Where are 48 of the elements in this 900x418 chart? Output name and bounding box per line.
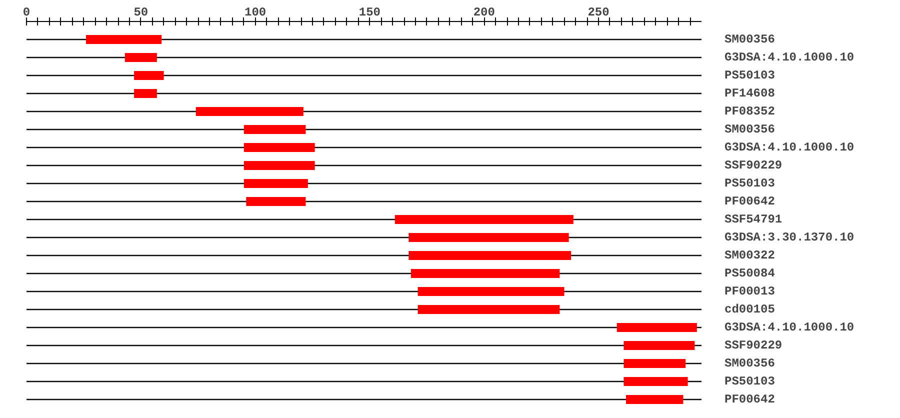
y-tick-label: SSF90229 <box>724 158 782 172</box>
x-tick-label: 200 <box>473 6 495 20</box>
y-tick-label: G3DSA:4.10.1000.10 <box>724 50 854 64</box>
x-tick-label: 50 <box>134 6 148 20</box>
y-tick-label: SSF90229 <box>724 338 782 352</box>
bar <box>246 197 306 206</box>
bar <box>196 107 304 116</box>
y-tick-label: PF14608 <box>724 86 775 100</box>
bar <box>244 125 306 134</box>
bar <box>244 161 315 170</box>
y-tick-label: cd00105 <box>724 302 775 316</box>
y-tick-label: PS50103 <box>724 176 775 190</box>
y-tick-label: PF00642 <box>724 392 775 406</box>
y-tick-label: G3DSA:4.10.1000.10 <box>724 320 854 334</box>
x-tick-label: 250 <box>588 6 610 20</box>
bar <box>86 35 162 44</box>
bar <box>616 323 697 332</box>
y-tick-label: PS50103 <box>724 68 775 82</box>
x-tick-label: 0 <box>22 6 30 20</box>
bar <box>624 341 695 350</box>
y-tick-label: G3DSA:4.10.1000.10 <box>724 140 854 154</box>
y-tick-label: SM00356 <box>724 122 775 136</box>
x-tick-label: 100 <box>244 6 266 20</box>
bar <box>244 179 308 188</box>
y-tick-label: PS50084 <box>724 266 775 280</box>
bar <box>134 89 157 98</box>
bar <box>408 233 569 242</box>
bar <box>418 305 560 314</box>
y-tick-label: G3DSA:3.30.1370.10 <box>724 230 854 244</box>
bar <box>624 377 688 386</box>
y-tick-label: PF00013 <box>724 284 775 298</box>
y-tick-label: SM00356 <box>724 356 775 370</box>
bar <box>134 71 164 80</box>
bar <box>244 143 315 152</box>
bar <box>418 287 564 296</box>
bar <box>626 395 684 404</box>
bar <box>410 269 560 278</box>
bar <box>624 359 686 368</box>
y-tick-label: SM00322 <box>724 248 775 262</box>
y-tick-label: PF00642 <box>724 194 775 208</box>
x-tick-label: 150 <box>358 6 381 20</box>
bar <box>394 215 574 224</box>
bar <box>408 251 572 260</box>
y-tick-label: PS50103 <box>724 374 775 388</box>
y-tick-label: PF08352 <box>724 104 775 118</box>
bar <box>124 53 157 62</box>
y-tick-label: SM00356 <box>724 32 775 46</box>
y-tick-label: SSF54791 <box>724 212 782 226</box>
